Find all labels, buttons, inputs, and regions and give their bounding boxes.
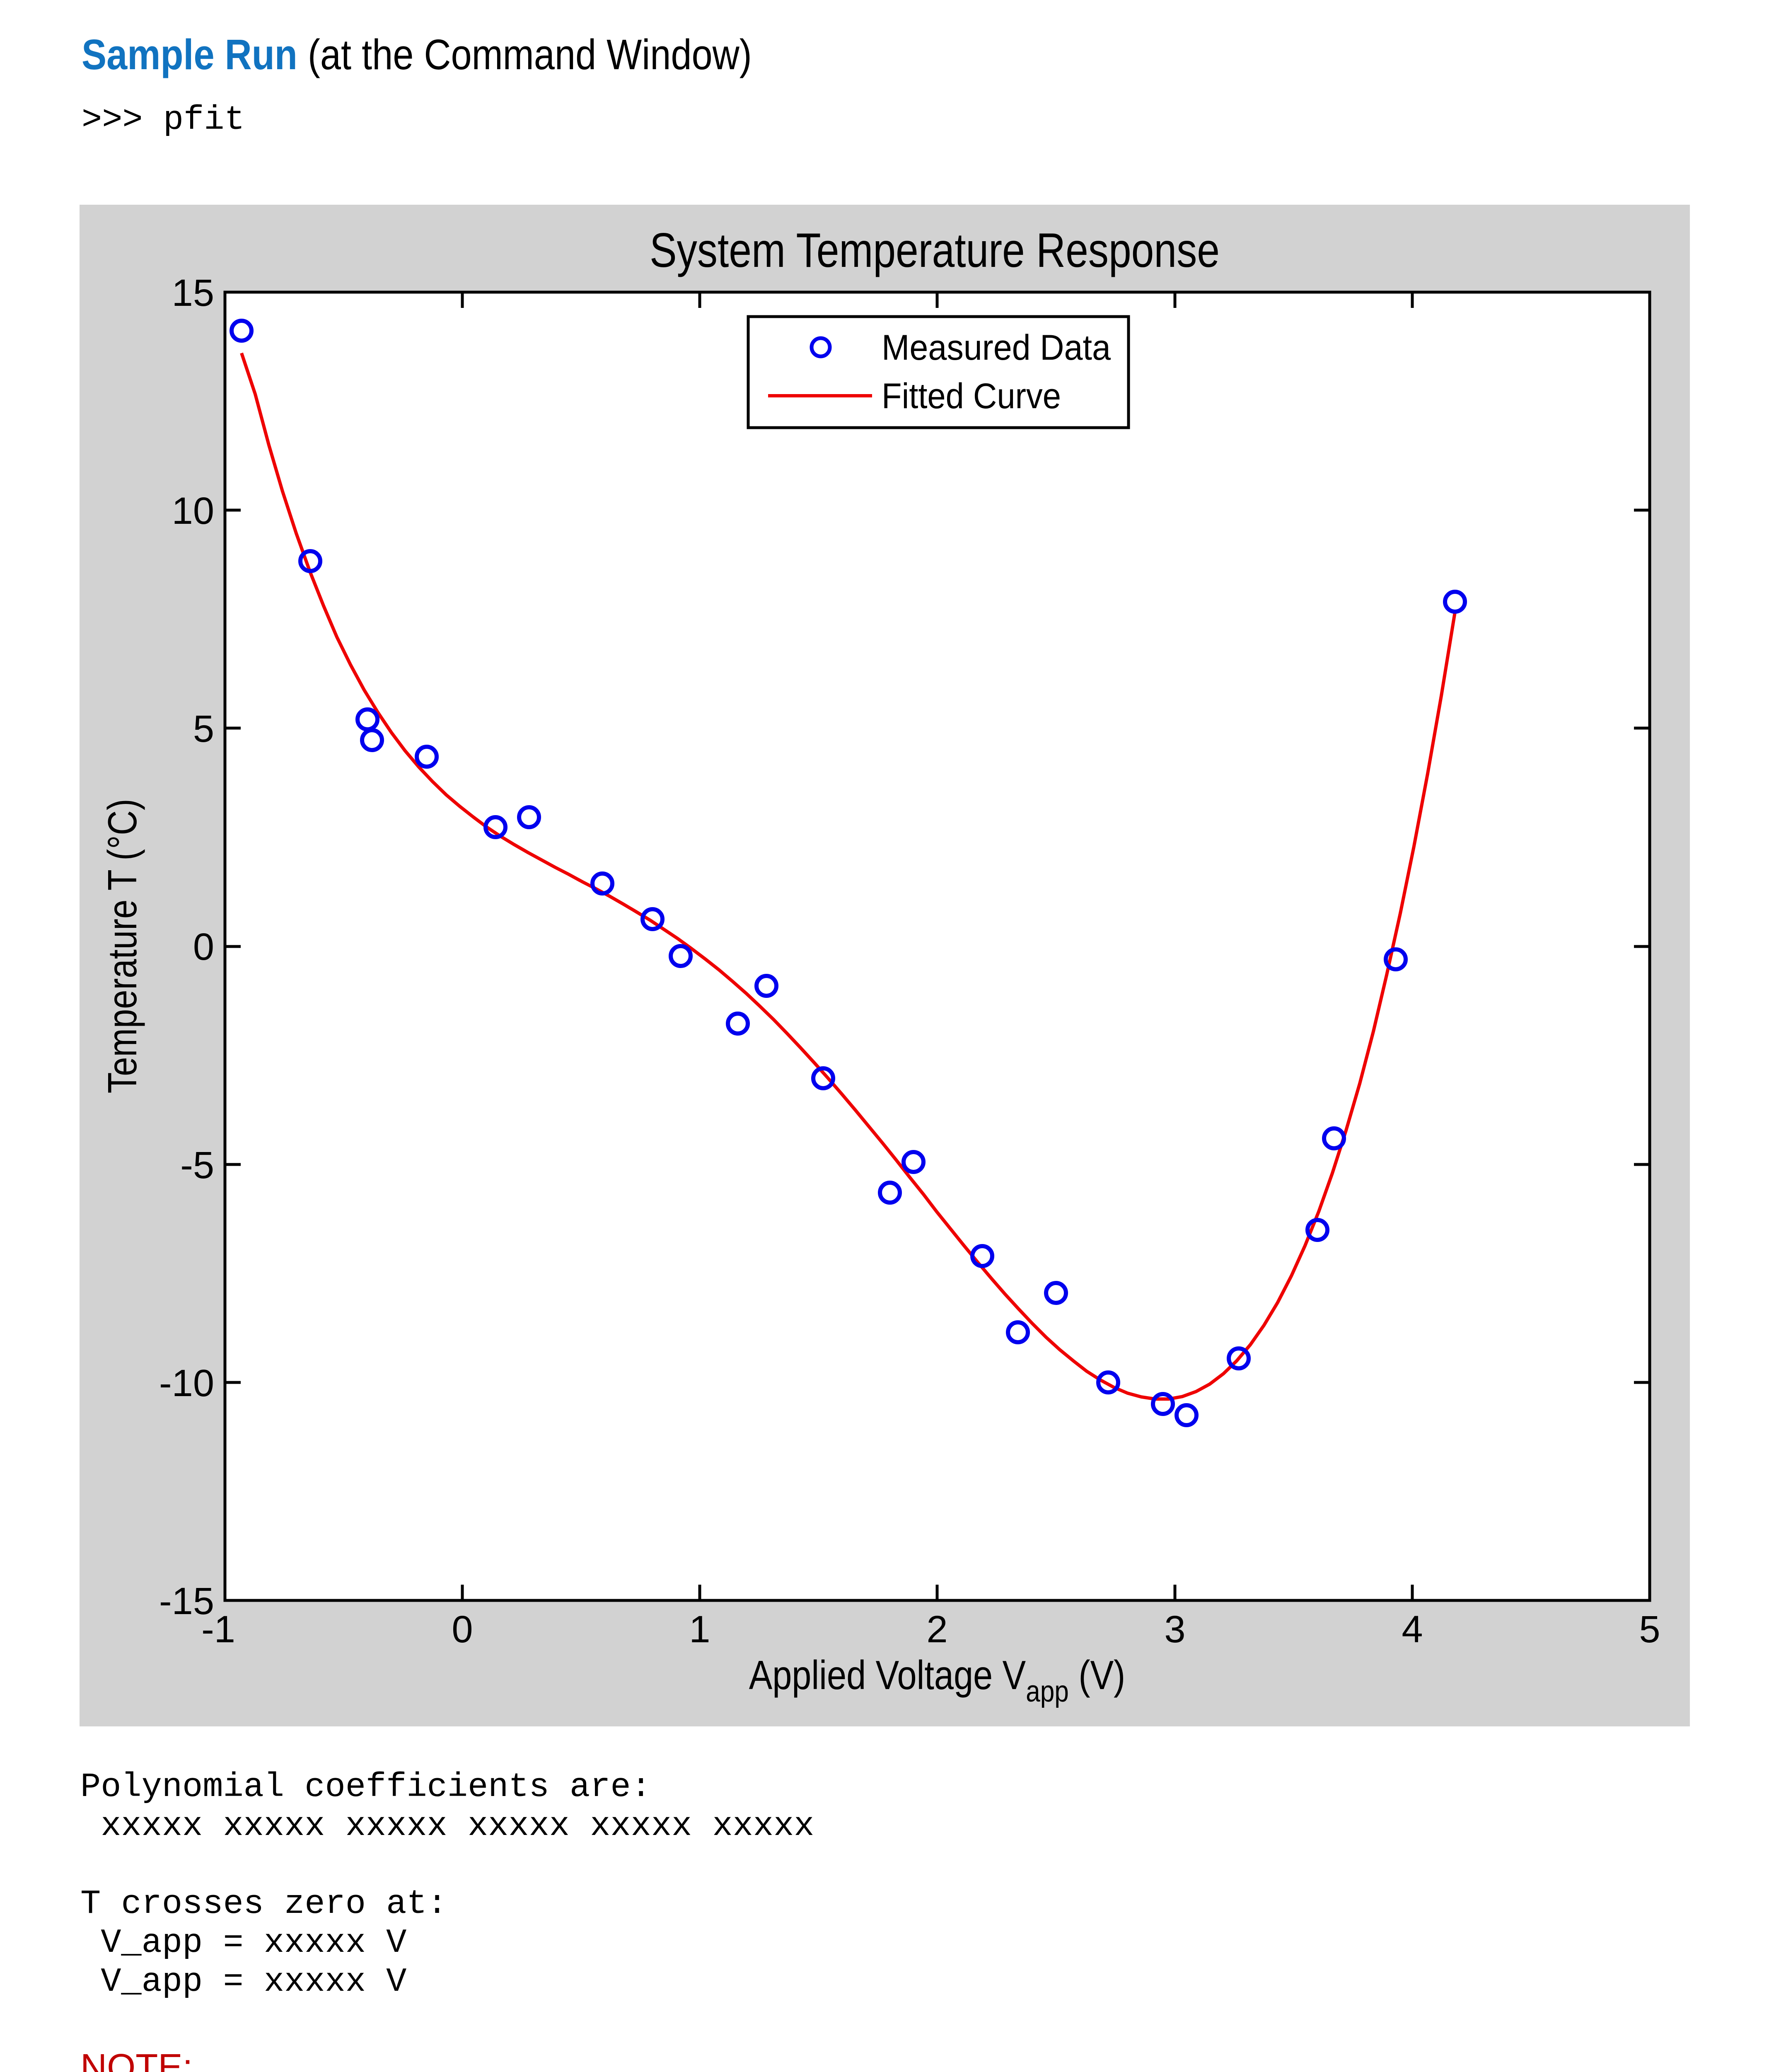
- svg-text:0: 0: [193, 926, 214, 968]
- svg-text:5: 5: [193, 708, 214, 750]
- svg-text:10: 10: [172, 490, 214, 532]
- svg-text:-15: -15: [159, 1580, 214, 1622]
- svg-text:System Temperature Response: System Temperature Response: [650, 223, 1220, 277]
- svg-text:0: 0: [452, 1608, 473, 1651]
- svg-text:5: 5: [1639, 1608, 1660, 1651]
- svg-text:4: 4: [1402, 1608, 1423, 1651]
- svg-text:Measured Data: Measured Data: [882, 328, 1111, 368]
- svg-text:-10: -10: [159, 1362, 214, 1404]
- svg-text:-1: -1: [201, 1608, 235, 1651]
- svg-text:15: 15: [172, 272, 214, 314]
- svg-text:Fitted Curve: Fitted Curve: [882, 376, 1061, 416]
- svg-text:1: 1: [689, 1608, 710, 1651]
- svg-text:-5: -5: [180, 1144, 214, 1186]
- svg-text:2: 2: [926, 1608, 947, 1651]
- svg-text:3: 3: [1164, 1608, 1185, 1651]
- svg-text:Temperature T (°C): Temperature T (°C): [99, 799, 145, 1094]
